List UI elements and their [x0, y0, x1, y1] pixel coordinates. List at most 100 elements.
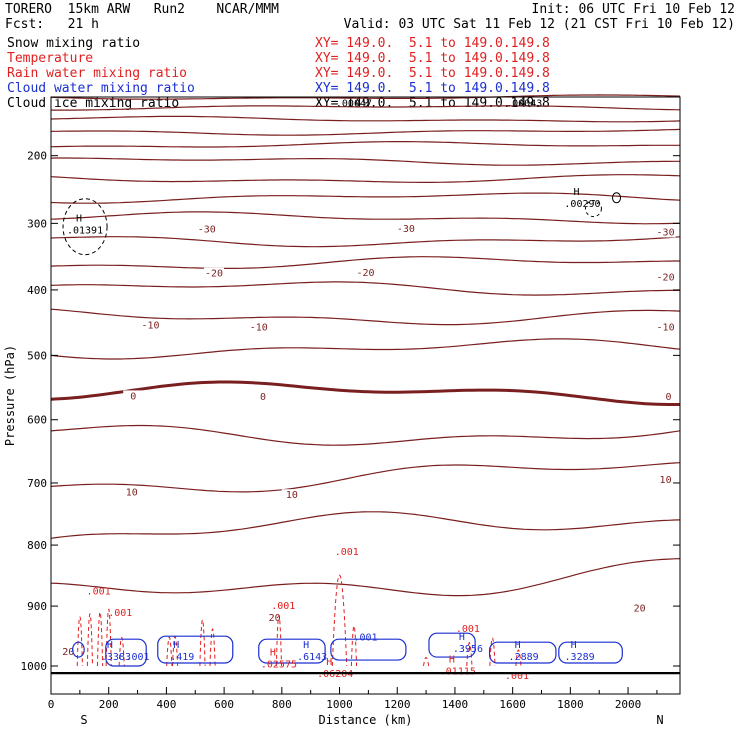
isotherm-label-bg	[655, 271, 676, 283]
x-tick-label: 1600	[499, 698, 526, 711]
field-name-cloud-water: Cloud water mixing ratio	[7, 81, 195, 96]
isotherm-line	[50, 558, 681, 597]
isotherm-label: 10	[126, 488, 138, 499]
cloud-ice-contour	[612, 192, 622, 204]
maximum-value: .06204	[317, 669, 353, 680]
maximum-marker: H	[107, 640, 113, 651]
isotherm-line	[50, 424, 681, 446]
maximum-marker: H	[76, 213, 82, 224]
maximum-marker: H	[173, 640, 179, 651]
rain-contour	[76, 616, 83, 667]
rain-label: .001	[335, 547, 359, 558]
rain-contour	[331, 574, 348, 667]
y-tick-label: 700	[27, 477, 47, 490]
y-tick-label: 600	[27, 414, 47, 427]
isotherm-label: 0	[665, 392, 671, 403]
isotherm-label-bg	[629, 602, 650, 614]
y-tick-label: 900	[27, 600, 47, 613]
isotherm-label-bg	[281, 489, 302, 501]
header-line2-right: Valid: 03 UTC Sat 11 Feb 12 (21 CST Fri …	[343, 17, 735, 32]
maximum-marker: H	[573, 187, 579, 198]
isotherm-label-bg	[248, 321, 269, 333]
x-axis-title: Distance (km)	[319, 713, 413, 727]
cloud-water-contour	[558, 641, 623, 664]
maximum-value: .02575	[261, 660, 297, 671]
x-tick-label: 400	[156, 698, 176, 711]
cloud-water-contour	[428, 632, 476, 658]
x-tick-label: 0	[48, 698, 55, 711]
maximum-marker: H	[326, 657, 332, 668]
rain-label: .001	[108, 608, 132, 619]
isotherm-line	[50, 380, 680, 406]
x-tick-label: 1000	[326, 698, 353, 711]
isotherm-label: 10	[660, 475, 672, 486]
rain-contour	[96, 612, 104, 667]
maximum-marker: H	[270, 648, 276, 659]
isotherm-label-bg	[355, 267, 376, 279]
maximum-marker: H	[571, 640, 577, 651]
isotherm-label: -20	[356, 268, 374, 279]
rain-contour	[171, 636, 179, 667]
rain-contour	[199, 619, 206, 667]
isotherm-label: 0	[130, 391, 136, 402]
isotherm-label-bg	[253, 391, 274, 403]
x-tick-label: 1800	[557, 698, 584, 711]
maximum-value: .3383	[101, 652, 131, 663]
header-line1-right: Init: 06 UTC Fri 10 Feb 12	[531, 2, 736, 17]
isotherm-line	[50, 256, 680, 269]
y-tick-label: 1000	[21, 660, 48, 673]
isotherm-line	[50, 192, 681, 204]
isotherm-label: -10	[657, 323, 675, 334]
isotherm-label-bg	[140, 319, 161, 331]
cloud-water-contour	[330, 638, 407, 661]
field-xy-temperature: XY= 149.0. 5.1 to 149.0.149.8	[315, 51, 550, 66]
maximum-marker: H	[449, 655, 455, 666]
maximum-value: .419	[170, 652, 194, 663]
isotherm-line	[50, 141, 680, 148]
field-name-temperature: Temperature	[7, 51, 94, 66]
isotherm-line	[50, 236, 681, 248]
isotherm-label: 10	[286, 490, 298, 501]
rain-contour	[350, 625, 358, 667]
maximum-value: .3956	[453, 644, 483, 655]
header-line1-left: TORERO 15km ARW Run2 NCAR/MMM	[5, 2, 279, 17]
isotherm-line	[50, 115, 681, 123]
maximum-value: .01391	[67, 225, 103, 236]
header-line2-left: Fcst: 21 h	[5, 17, 99, 32]
rain-contour	[515, 649, 522, 667]
isotherm-label-bg	[655, 226, 676, 238]
isotherm-label-bg	[395, 223, 416, 235]
isotherm-label-bg	[655, 321, 676, 333]
isotherm-label-bg	[121, 486, 142, 498]
isotherm-label: -20	[657, 273, 675, 284]
isotherm-label-bg	[123, 390, 144, 402]
isotherm-label-bg	[655, 474, 676, 486]
maximum-marker: H	[459, 632, 465, 643]
rain-label: .001	[505, 671, 529, 682]
isotherm-line	[50, 308, 681, 326]
rain-label: .001	[271, 601, 295, 612]
rain-label: .001	[456, 624, 480, 635]
isotherm-label-bg	[264, 611, 285, 623]
x-tick-label: 1200	[384, 698, 411, 711]
isotherm-label: -30	[198, 225, 216, 236]
isotherm-label: -10	[250, 323, 268, 334]
y-axis-title: Pressure (hPa)	[3, 345, 17, 446]
rain-contour	[423, 657, 430, 667]
x-tick-label: 800	[272, 698, 292, 711]
isotherm-line	[50, 462, 681, 493]
cloud-ice-label: .00047	[336, 98, 372, 109]
cloud-ice-label: .00043	[506, 98, 542, 109]
x-end-label-south: S	[80, 713, 87, 727]
x-end-label-north: N	[656, 713, 663, 727]
maximum-value: .2889	[509, 652, 539, 663]
isotherm-line	[50, 338, 681, 360]
x-tick-label: 2000	[615, 698, 642, 711]
field-xy-snow: XY= 149.0. 5.1 to 149.0.149.8	[315, 36, 550, 51]
isotherm-line	[50, 281, 680, 296]
y-tick-label: 500	[27, 349, 47, 362]
isotherm-line	[51, 105, 681, 111]
isotherm-label: -10	[142, 321, 160, 332]
cloud-water-label: .001	[353, 632, 377, 643]
